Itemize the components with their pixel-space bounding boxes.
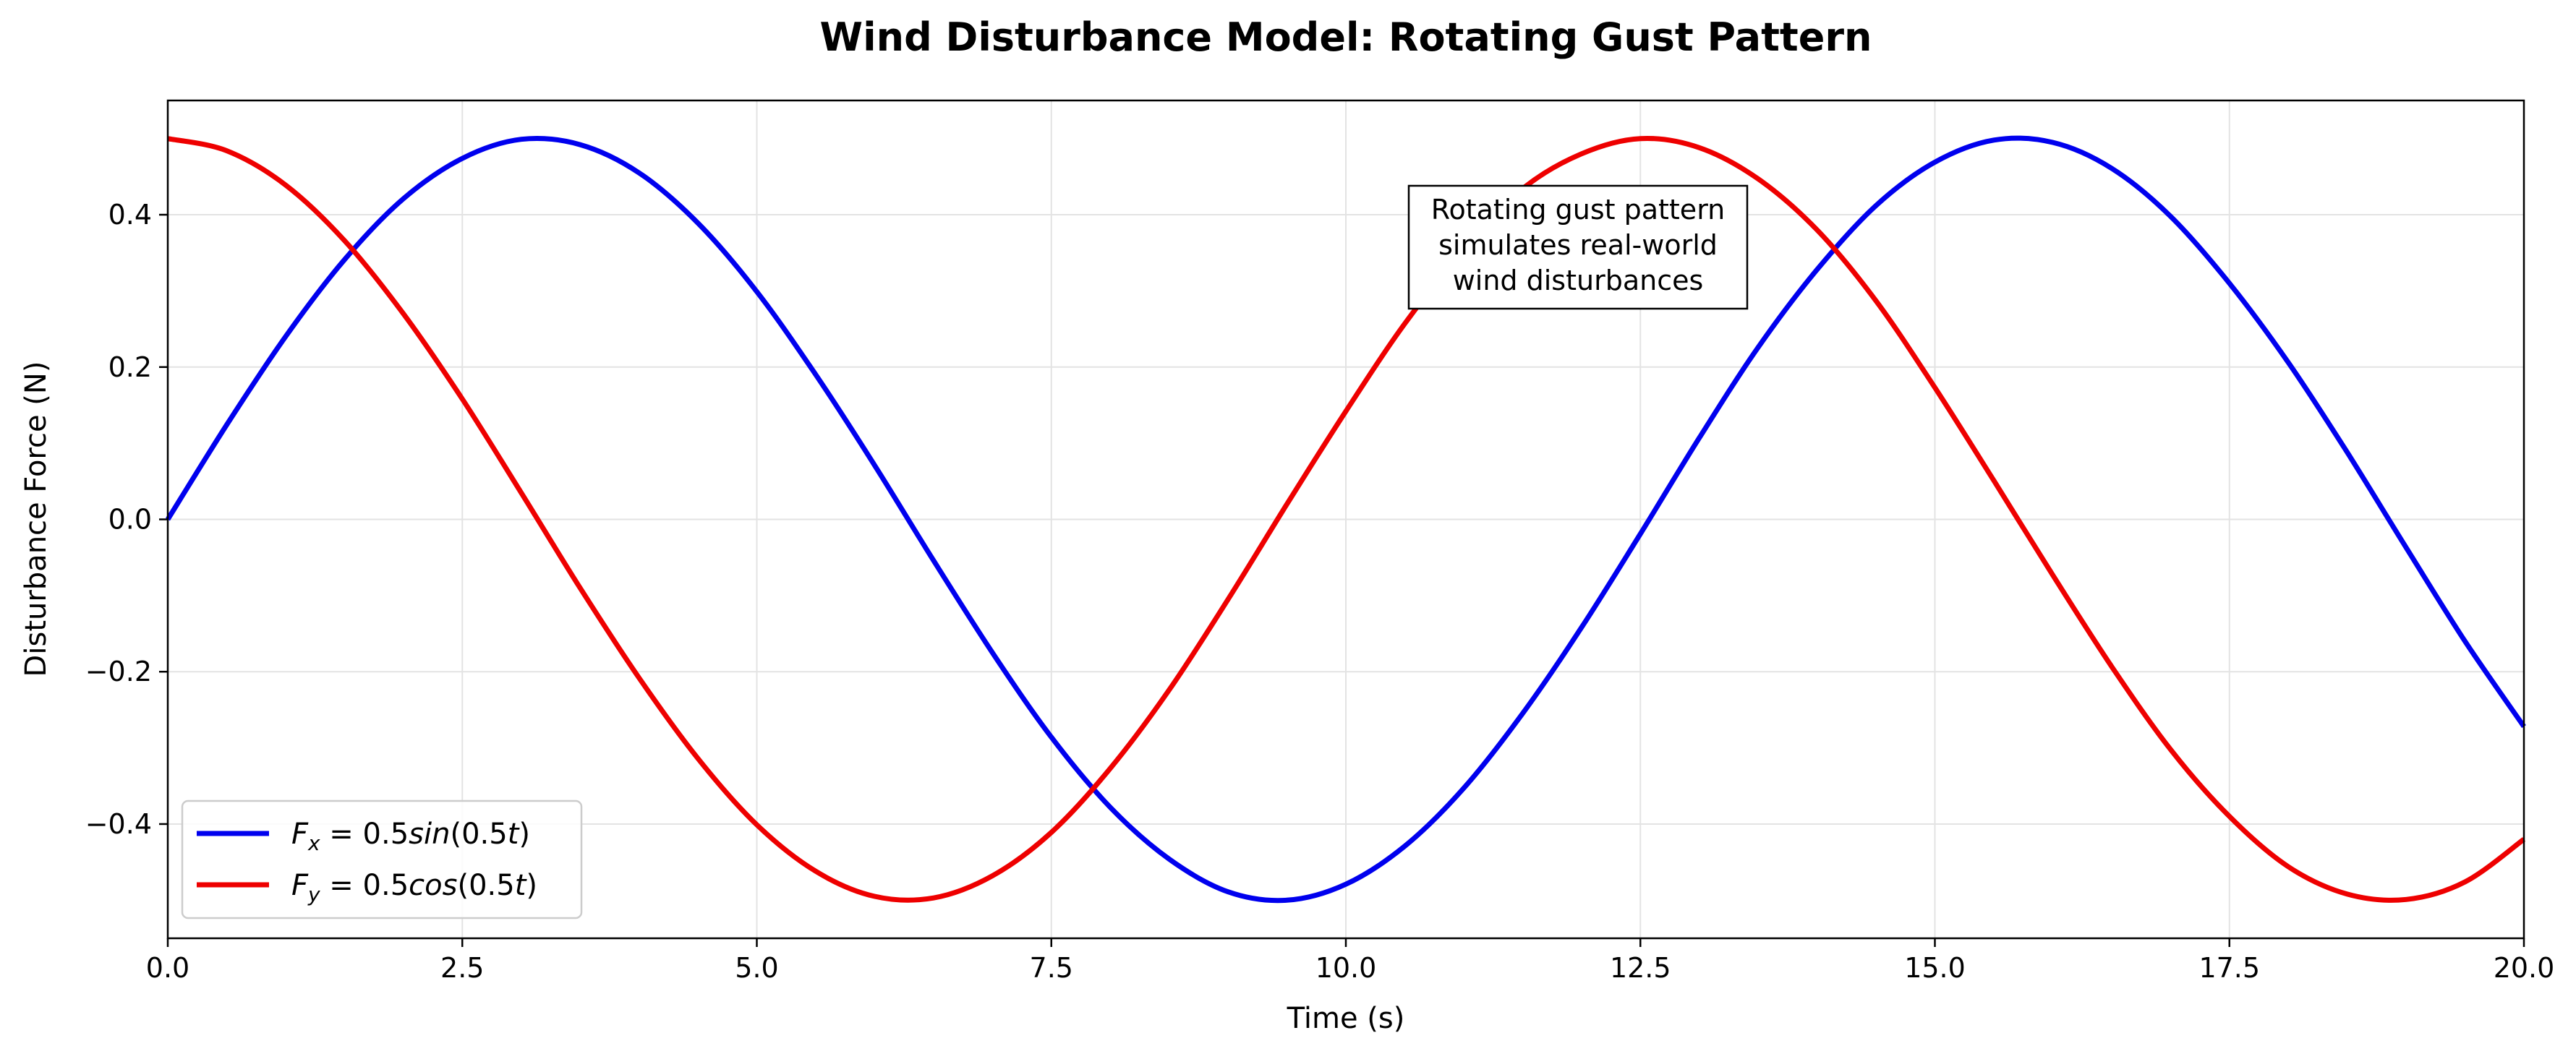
legend-frame xyxy=(181,799,583,919)
legend: Fx = 0.5sin(0.5t) Fy = 0.5cos(0.5t) xyxy=(181,799,583,919)
annotation-line-1: Rotating gust pattern xyxy=(1431,194,1725,226)
x-tick-label: 20.0 xyxy=(2494,952,2555,984)
x-tick-label: 15.0 xyxy=(1904,952,1966,984)
series-layer xyxy=(166,135,2526,904)
y-tick-label: −0.4 xyxy=(85,808,152,840)
axis-ticks: 0.0 2.5 5.0 7.5 10.0 12.5 15.0 17.5 20.0 −0.4 −0.2… xyxy=(85,199,2555,984)
annotation-box: Rotating gust pattern simulates real-wor… xyxy=(1407,184,1749,310)
x-tick-label: 0.0 xyxy=(146,952,189,984)
x-tick-label: 17.5 xyxy=(2198,952,2260,984)
series-line-fy xyxy=(167,135,2526,903)
x-tick-label: 10.0 xyxy=(1315,952,1377,984)
x-tick-label: 12.5 xyxy=(1610,952,1671,984)
y-tick-label: −0.2 xyxy=(85,656,152,687)
y-tick-label: 0.0 xyxy=(108,504,152,536)
x-tick-label: 7.5 xyxy=(1030,952,1073,984)
y-tick-label: 0.4 xyxy=(108,199,152,231)
x-tick-label: 5.0 xyxy=(735,952,778,984)
y-axis-label: Disturbance Force (N) xyxy=(20,361,53,677)
y-tick-label: 0.2 xyxy=(108,351,152,383)
x-tick-label: 2.5 xyxy=(440,952,484,984)
legend-label-fx: Fx = 0.5sin(0.5t) xyxy=(291,818,530,855)
series-line-fx xyxy=(166,135,2526,904)
annotation-frame xyxy=(1407,184,1749,310)
x-axis-label: Time (s) xyxy=(1287,1002,1405,1035)
annotation-line-2: simulates real-world xyxy=(1438,229,1718,261)
chart-title: Wind Disturbance Model: Rotating Gust Pa… xyxy=(820,14,1872,60)
legend-label-fy: Fy = 0.5cos(0.5t) xyxy=(291,869,537,906)
annotation-line-3: wind disturbances xyxy=(1453,265,1704,296)
